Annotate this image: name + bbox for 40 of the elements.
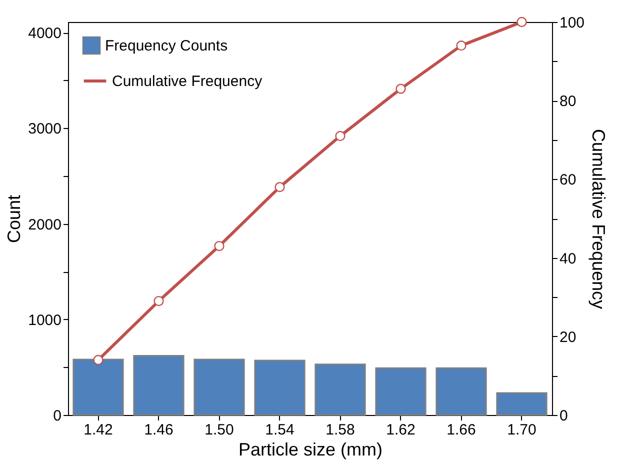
bar: [375, 367, 426, 416]
y2-tick-label: 40: [560, 250, 576, 268]
y-tick-label: 1000: [28, 312, 62, 329]
legend-label: Frequency Counts: [105, 38, 228, 54]
x-tick-label: 1.58: [326, 422, 355, 438]
y2-tick-label: 60: [560, 172, 576, 189]
x-axis-title: Particle size (mm): [238, 440, 383, 460]
y-tick-label: 3000: [28, 120, 62, 138]
point: [456, 40, 466, 51]
bar: [436, 367, 487, 416]
x-tick-label: 1.66: [446, 422, 476, 438]
point: [396, 84, 406, 94]
y-tick-label: 4000: [28, 25, 62, 42]
point: [274, 182, 285, 192]
y2-tick-label: 0: [560, 408, 568, 424]
legend-label: Cumulative Frequency: [112, 73, 263, 90]
point: [154, 296, 164, 306]
y2-tick-label: 20: [560, 328, 576, 346]
x-tick-label: 1.46: [144, 422, 174, 438]
y2-axis-title: Cumulative Frequency: [588, 128, 609, 310]
bar: [72, 358, 124, 416]
point: [214, 240, 224, 252]
y-tick-label: 0: [53, 408, 62, 424]
x-tick-label: 1.62: [386, 422, 416, 438]
bar: [496, 392, 548, 416]
point: [516, 16, 527, 28]
point: [93, 354, 104, 366]
x-tick-label: 1.54: [265, 422, 294, 438]
bar: [314, 364, 366, 416]
x-tick-label: 1.50: [204, 422, 234, 438]
x-tick-label: 1.42: [84, 422, 113, 438]
y-axis-title: Count: [4, 194, 24, 244]
bar: [133, 354, 184, 416]
point: [335, 130, 346, 142]
y2-tick-label: 100: [560, 14, 585, 32]
bar: [194, 358, 245, 416]
y-tick-label: 2000: [28, 216, 62, 234]
bar: [254, 360, 306, 416]
y2-tick-label: 80: [560, 93, 576, 110]
x-tick-label: 1.70: [507, 422, 536, 438]
